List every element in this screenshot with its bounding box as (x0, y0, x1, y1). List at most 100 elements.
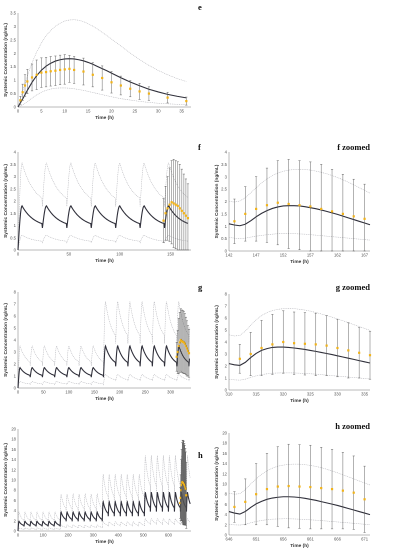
x-tick-label: 147 (253, 253, 261, 258)
upper-interval-line (228, 169, 371, 203)
lower-interval-line (17, 234, 188, 251)
model-median-line (228, 346, 371, 366)
x-tick-label: 150 (91, 390, 99, 395)
observed-point (166, 96, 169, 99)
y-tick-label: 0 (225, 388, 228, 393)
panel-h: 0 100 200 300 400 500 600 0 2 4 6 8 10 12 14 16 18 20 Time… (3, 427, 203, 546)
x-tick-label: 167 (361, 253, 369, 258)
panel-label: e (198, 2, 202, 12)
observed-point (287, 202, 290, 206)
y-tick-label: 3.5 (221, 162, 227, 167)
observed-point (255, 207, 258, 211)
panel-g: 0 50 100 150 200 250 300 0 1 2 3 4 5 6 7 8 Time (h) Syste… (3, 282, 203, 402)
y-tick-label: 8 (14, 488, 17, 493)
observed-point (368, 354, 372, 357)
y-tick-label: 18 (222, 441, 227, 446)
observed-point (184, 214, 188, 217)
observed-point (26, 80, 29, 83)
y-tick-label: 3.5 (10, 11, 16, 16)
observed-point (176, 204, 179, 207)
lower-interval-line (17, 518, 191, 532)
observed-point (166, 207, 169, 210)
observed-point (276, 485, 279, 488)
observed-point (265, 488, 269, 491)
upper-interval-line (17, 455, 191, 532)
observed-point (341, 212, 344, 215)
observed-point (183, 484, 186, 487)
observed-point (138, 90, 141, 93)
observed-point (347, 349, 350, 352)
x-tick-label: 330 (334, 392, 342, 397)
y-tick-label: 18 (11, 437, 16, 442)
x-tick-label: 0 (17, 252, 20, 257)
y-tick-label: 2.5 (10, 186, 16, 191)
x-tick-label: 50 (41, 390, 46, 395)
y-tick-label: 20 (11, 427, 16, 432)
y-tick-label: 3 (14, 174, 17, 179)
observed-point (330, 210, 334, 213)
y-tick-label: 0 (14, 248, 17, 253)
observed-point (187, 352, 191, 355)
y-tick-label: 4 (14, 508, 17, 513)
observed-point (35, 73, 38, 76)
x-tick-label: 300 (167, 390, 175, 395)
observed-point (282, 340, 285, 344)
y-tick-label: 4 (225, 512, 228, 517)
x-axis-title: Time (h) (290, 398, 309, 404)
y-tick-label: 4 (14, 338, 17, 343)
observed-point (292, 342, 296, 345)
x-tick-label: 142 (226, 253, 234, 258)
x-tick-label: 400 (115, 533, 123, 538)
observed-point (352, 215, 355, 218)
y-tick-label: 6 (225, 316, 228, 321)
x-tick-label: 320 (280, 392, 288, 397)
y-axis-title: Systemic Concentration (ng/mL) (214, 164, 220, 238)
y-tick-label: 20 (222, 431, 227, 436)
x-tick-label: 656 (280, 537, 288, 542)
panel-e: 0 5 10 15 20 25 30 35 0 0.5 1 1.5 2 2.5 3 3.5 Time (h) Sy… (3, 2, 202, 121)
panel-label: h zoomed (335, 421, 370, 431)
y-tick-label: 8 (14, 290, 17, 295)
observed-point (341, 489, 344, 492)
x-tick-label: 162 (334, 253, 342, 258)
y-tick-label: 5 (14, 326, 17, 331)
observed-point (255, 493, 258, 496)
upper-interval-line (17, 301, 190, 389)
y-tick-label: 0 (14, 386, 17, 391)
observed-point (309, 205, 312, 208)
y-tick-label: 2.5 (10, 37, 16, 42)
observed-point (182, 341, 185, 344)
observed-point (352, 491, 355, 494)
y-tick-label: 2 (225, 364, 228, 369)
y-tick-label: 1.5 (10, 211, 16, 216)
y-tick-label: 12 (222, 471, 227, 476)
y-tick-label: 3 (225, 174, 228, 179)
observed-point (129, 87, 132, 90)
observed-point (244, 212, 247, 215)
x-axis-title: Time (h) (95, 258, 114, 264)
x-tick-label: 10 (62, 109, 67, 114)
observed-point (58, 68, 62, 72)
upper-interval-line (228, 308, 371, 337)
observed-point (271, 343, 274, 346)
observed-point (176, 350, 179, 354)
panel-gz: 310 315 320 325 330 335 0 1 2 3 4 5 6 7 8 Time (h) Syste… (214, 282, 372, 404)
x-tick-label: 310 (226, 392, 234, 397)
observed-point (91, 73, 94, 76)
observed-point (180, 484, 183, 487)
model-median-line (17, 204, 189, 251)
x-axis-title: Time (h) (95, 115, 114, 121)
y-tick-label: 2.5 (221, 187, 227, 192)
observed-point (40, 71, 43, 74)
x-tick-label: 661 (307, 537, 315, 542)
observed-point (162, 219, 165, 222)
x-tick-label: 671 (361, 537, 369, 542)
observed-point (119, 84, 122, 87)
observed-point (168, 203, 171, 206)
observed-point (287, 484, 290, 488)
y-tick-label: 1.5 (10, 64, 16, 69)
y-axis-title: Systemic Concentration (ng/mL) (3, 443, 9, 517)
x-tick-label: 50 (67, 252, 72, 257)
observed-point (185, 494, 188, 497)
